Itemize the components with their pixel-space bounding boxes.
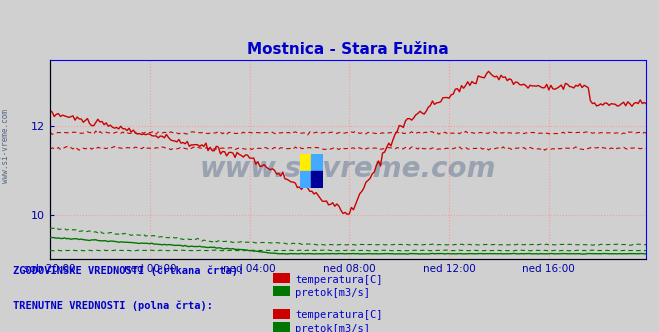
Text: pretok[m3/s]: pretok[m3/s] (295, 288, 370, 298)
Title: Mostnica - Stara Fužina: Mostnica - Stara Fužina (247, 42, 449, 57)
Bar (312, 171, 323, 188)
Text: temperatura[C]: temperatura[C] (295, 310, 383, 320)
Text: pretok[m3/s]: pretok[m3/s] (295, 324, 370, 332)
Bar (312, 154, 323, 171)
Text: ZGODOVINSKE VREDNOSTI (črtkana črta):: ZGODOVINSKE VREDNOSTI (črtkana črta): (13, 265, 244, 276)
Text: temperatura[C]: temperatura[C] (295, 275, 383, 285)
Text: www.si-vreme.com: www.si-vreme.com (200, 155, 496, 183)
Text: TRENUTNE VREDNOSTI (polna črta):: TRENUTNE VREDNOSTI (polna črta): (13, 300, 213, 311)
Bar (300, 171, 312, 188)
Text: www.si-vreme.com: www.si-vreme.com (1, 109, 10, 183)
Bar (300, 154, 312, 171)
